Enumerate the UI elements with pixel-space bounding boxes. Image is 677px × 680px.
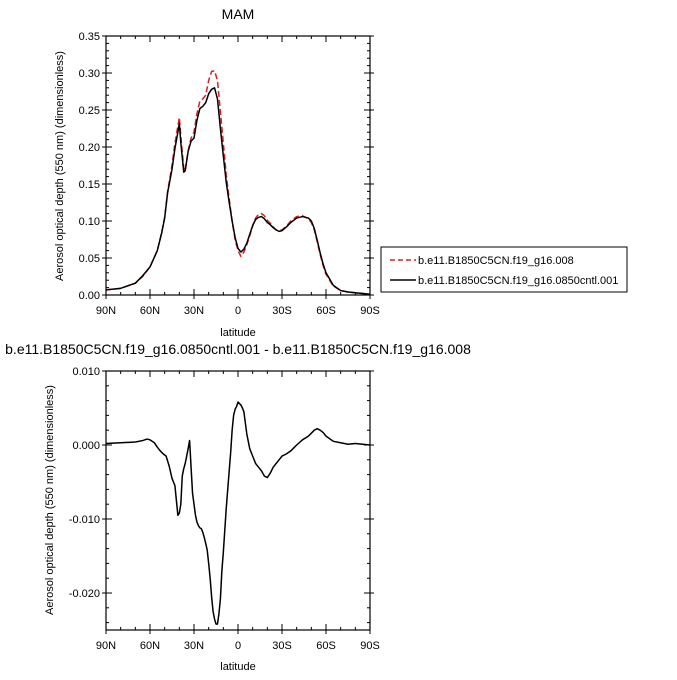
top-y-tick-label: 0.30: [79, 68, 100, 80]
top-y-tick-label: 0.05: [79, 253, 100, 265]
bottom-x-tick-label: 30N: [184, 640, 204, 652]
bottom-x-tick-label: 60N: [140, 640, 160, 652]
top-x-tick-label: 30S: [272, 305, 292, 317]
top-x-tick-label: 90N: [96, 305, 116, 317]
top-y-tick-label: 0.20: [79, 142, 100, 154]
top-x-tick-label: 30N: [184, 305, 204, 317]
bottom-x-tick-label: 90S: [360, 640, 380, 652]
top-y-tick-label: 0.25: [79, 105, 100, 117]
legend-box: [380, 246, 628, 293]
top-y-axis-label: Aerosol optical depth (550 nm) (dimensio…: [54, 51, 66, 281]
bottom-x-tick-label: 30S: [272, 640, 292, 652]
bottom-x-axis-label: latitude: [220, 661, 255, 673]
top-x-tick-label: 60S: [316, 305, 336, 317]
top-plot-area: 0.00 0.05 0.10 0.15 0.20 0.25 0.30 0.35 90N 60N 30…: [79, 31, 380, 317]
bottom-series-line-1: [105, 401, 371, 625]
top-chart-title: MAM: [222, 6, 255, 22]
bottom-plot-area: 0.010 0.000 -0.010 -0.020 90N 60N 30N 0 30S 60S 90…: [69, 366, 380, 652]
top-x-tick-label: 0: [235, 305, 241, 317]
top-y-tick-label: 0.10: [79, 216, 100, 228]
top-y-tick-label: 0.15: [79, 179, 100, 191]
bottom-plot-frame: [105, 370, 371, 631]
top-series-line-2: [105, 87, 371, 296]
bottom-y-axis-label: Aerosol optical depth (550 nm) (dimensio…: [44, 385, 56, 615]
top-x-axis-label: latitude: [220, 327, 255, 339]
bottom-chart-title: b.e11.B1850C5CN.f19_g16.0850cntl.001 - b…: [5, 341, 471, 357]
bottom-y-tick-label: 0.010: [72, 366, 100, 378]
bottom-x-tick-label: 90N: [96, 640, 116, 652]
bottom-y-tick-label: -0.020: [69, 588, 100, 600]
top-series-line-1: [105, 70, 371, 296]
bottom-chart: b.e11.B1850C5CN.f19_g16.0850cntl.001 - b…: [5, 341, 471, 673]
legend-label-series-1: b.e11.B1850C5CN.f19_g16.008: [418, 255, 574, 267]
top-y-tick-label: 0.35: [79, 31, 100, 43]
legend-label-series-2: b.e11.B1850C5CN.f19_g16.0850cntl.001: [418, 275, 618, 287]
top-y-tick-label: 0.00: [79, 290, 100, 302]
bottom-x-tick-label: 0: [235, 640, 241, 652]
legend: b.e11.B1850C5CN.f19_g16.008 b.e11.B1850C…: [380, 246, 628, 293]
bottom-y-tick-label: -0.010: [69, 514, 100, 526]
top-chart: MAM Aerosol optical depth (550 nm) (dime…: [54, 6, 628, 339]
top-x-tick-label: 90S: [360, 305, 380, 317]
top-x-tick-label: 60N: [140, 305, 160, 317]
bottom-y-tick-label: 0.000: [72, 440, 100, 452]
top-plot-frame: [105, 35, 371, 296]
bottom-x-tick-label: 60S: [316, 640, 336, 652]
